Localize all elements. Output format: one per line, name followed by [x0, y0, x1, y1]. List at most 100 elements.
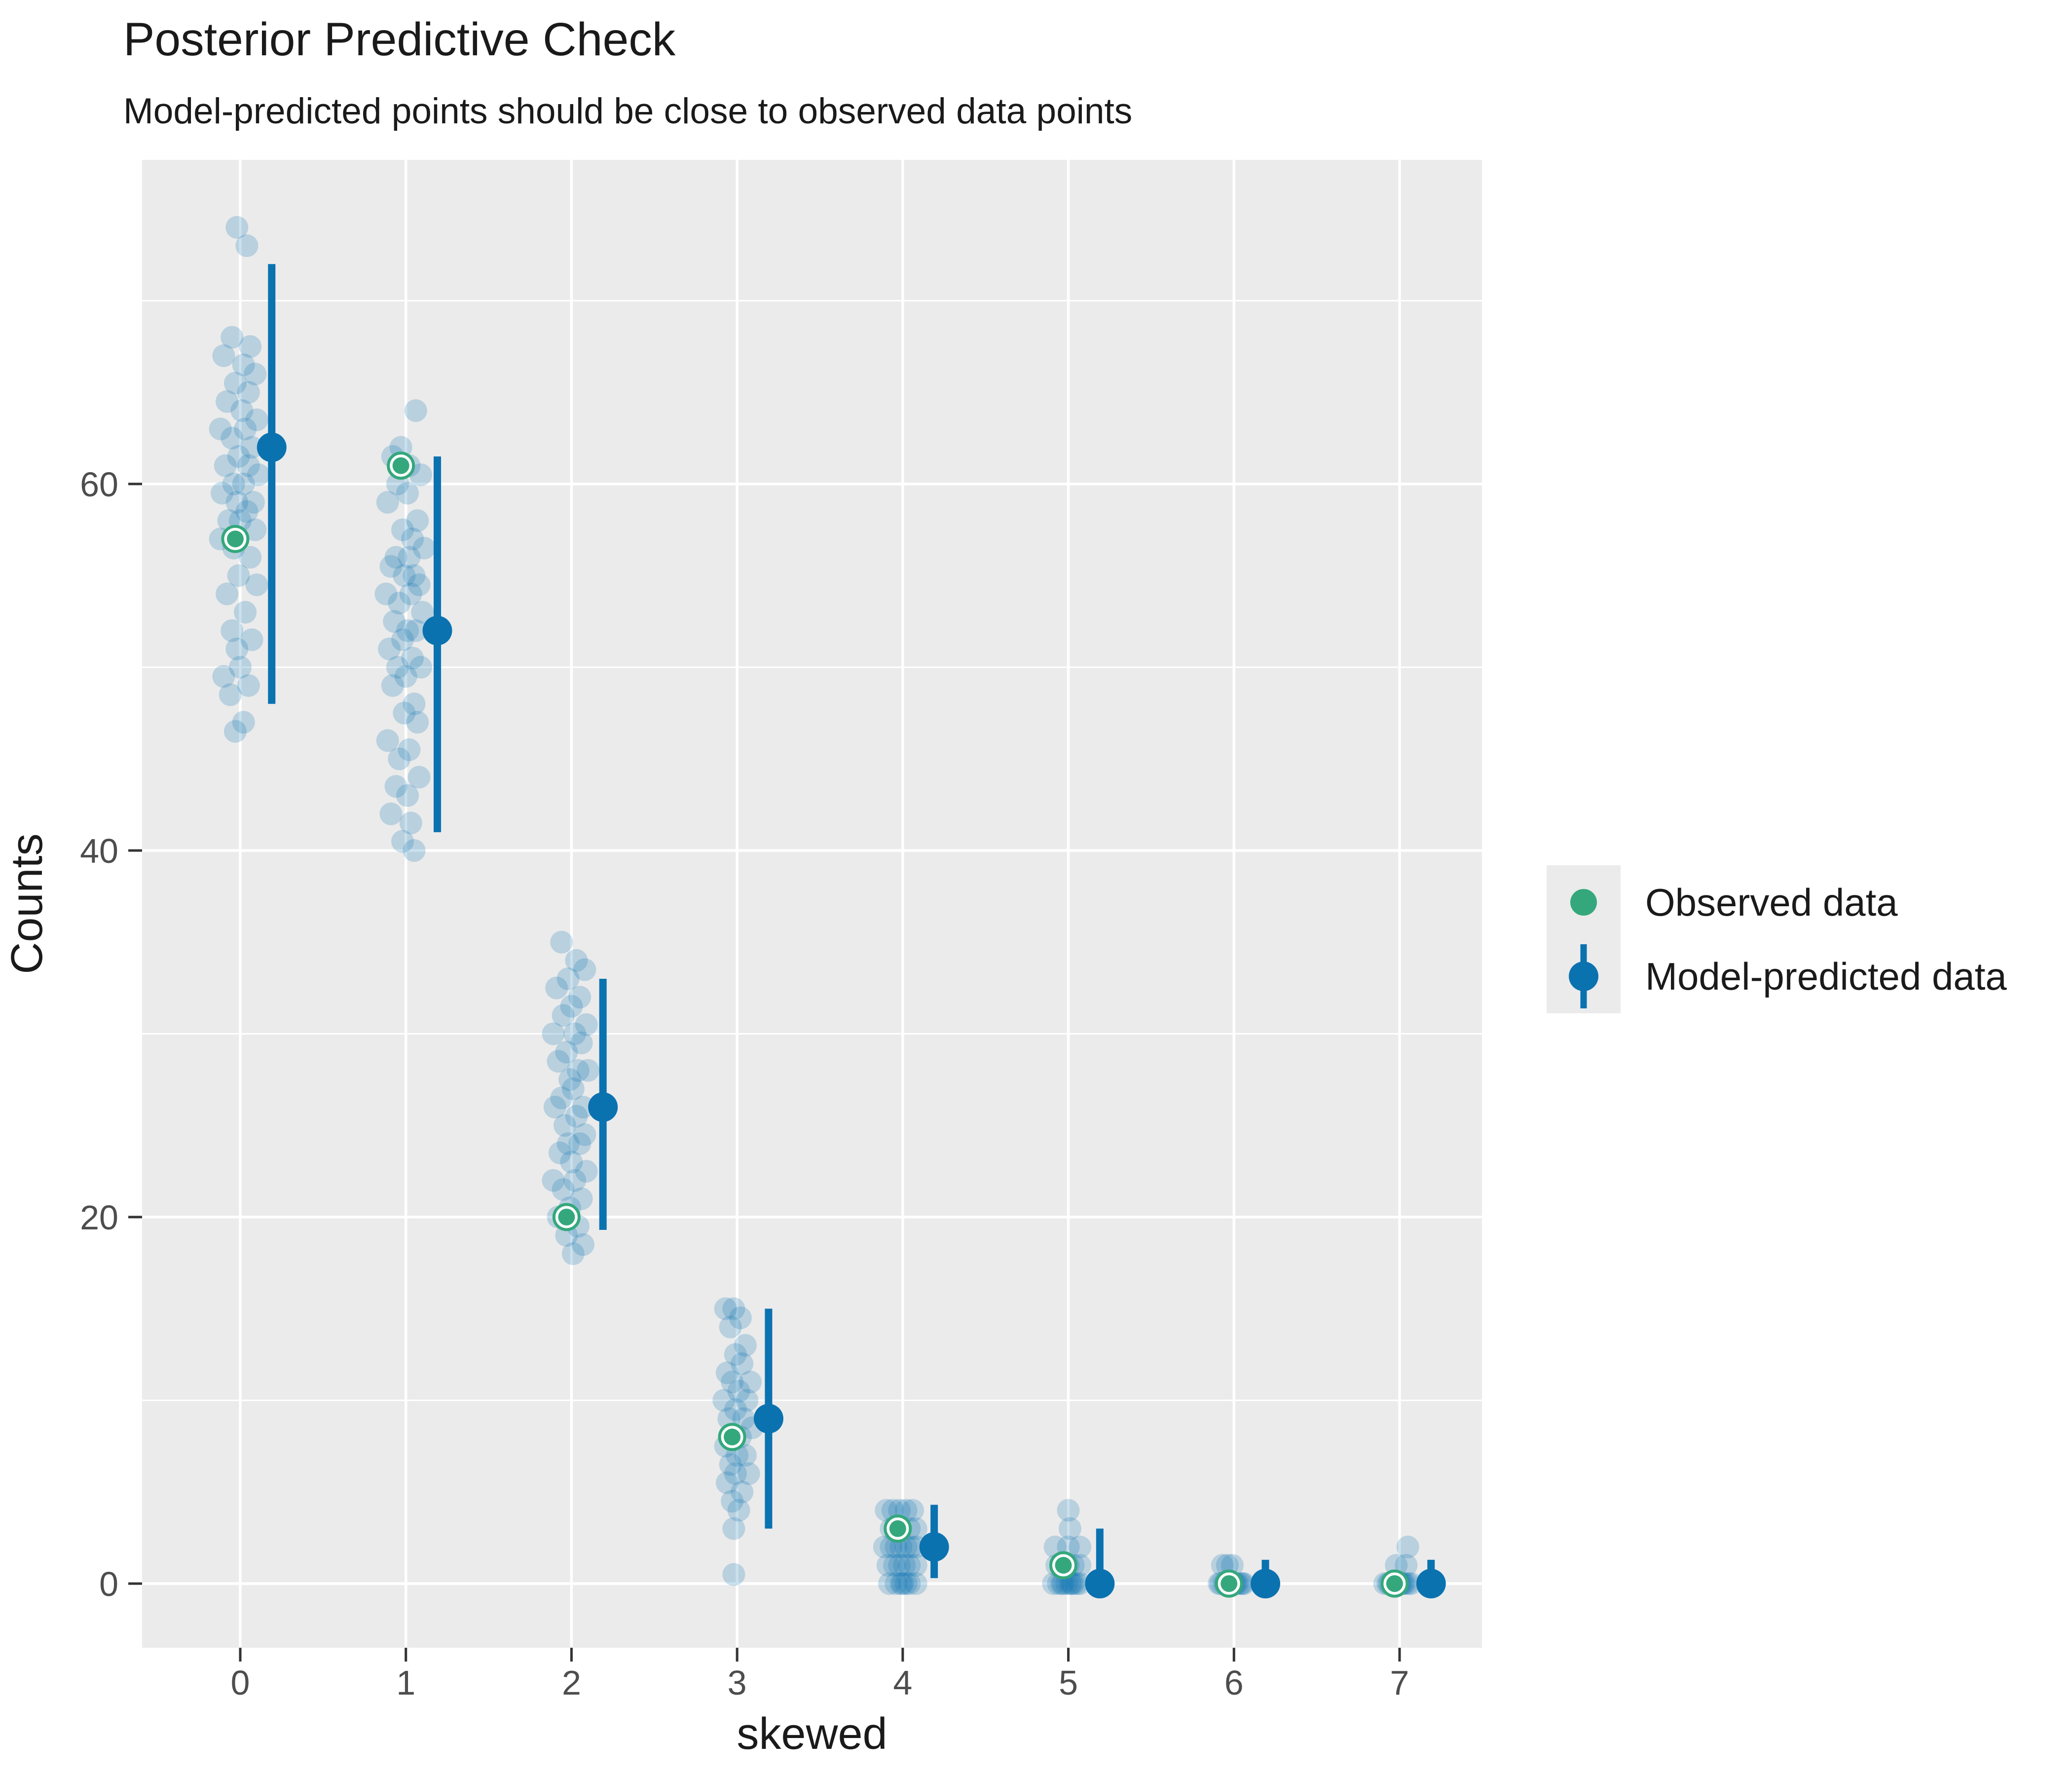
replicate-point [547, 1050, 570, 1073]
replicate-point [552, 1004, 575, 1027]
replicate-point [736, 1389, 759, 1412]
x-axis-tick-label: 1 [396, 1664, 415, 1702]
replicate-point [216, 582, 239, 605]
replicate-point [712, 1389, 736, 1412]
replicate-point [1058, 1517, 1081, 1540]
replicate-point [229, 656, 252, 679]
replicate-point [568, 986, 592, 1009]
replicate-point [391, 628, 414, 651]
replicate-point [381, 674, 404, 697]
replicate-point [573, 1123, 596, 1146]
replicate-point [721, 1489, 744, 1513]
replicate-point [550, 930, 573, 954]
replicate-point [227, 564, 250, 587]
replicate-point [548, 1141, 571, 1164]
replicate-point [216, 390, 239, 413]
replicate-point [904, 1572, 927, 1595]
replicate-point [398, 546, 421, 569]
replicate-point [386, 656, 409, 679]
replicate-point [1065, 1572, 1088, 1595]
replicate-point [729, 1306, 752, 1330]
x-axis-tick-label: 2 [562, 1664, 581, 1702]
replicate-point [234, 417, 257, 441]
replicate-point [724, 1343, 747, 1366]
replicate-point [376, 729, 399, 752]
replicate-point [566, 1059, 590, 1082]
plot-panel [142, 160, 1482, 1648]
replicate-point [379, 555, 403, 578]
y-axis-tick-label: 0 [99, 1565, 118, 1603]
replicate-point [1057, 1499, 1080, 1522]
replicate-point [565, 1105, 588, 1128]
replicate-point [889, 1572, 913, 1595]
replicate-point [244, 518, 267, 541]
replicate-point [404, 619, 427, 642]
replicate-point [384, 546, 407, 569]
replicate-point [724, 1398, 747, 1421]
predicted-point [753, 1404, 783, 1434]
replicate-point [570, 1032, 593, 1055]
replicate-point [393, 702, 416, 725]
replicate-point [542, 1022, 565, 1045]
replicate-point [727, 1499, 750, 1522]
replicate-point [374, 582, 398, 605]
replicate-point [571, 1096, 594, 1119]
predicted-point [1085, 1569, 1115, 1598]
replicate-point [240, 628, 263, 651]
replicate-point [734, 1443, 757, 1467]
replicate-point [247, 463, 270, 486]
replicate-point [394, 665, 417, 688]
replicate-point [221, 326, 244, 349]
replicate-point [232, 710, 255, 734]
replicate-point [237, 674, 260, 697]
replicate-point [571, 1233, 594, 1256]
observed-point [1386, 1575, 1403, 1592]
gridlines-major [142, 160, 1482, 1648]
legend-predicted-label: Model-predicted data [1645, 955, 2007, 998]
x-axis-tick-label: 3 [728, 1664, 747, 1702]
replicate-point [235, 500, 259, 523]
observed-point [558, 1209, 575, 1225]
replicate-point [556, 967, 580, 991]
x-axis-tick-label: 6 [1224, 1664, 1244, 1702]
replicate-point [221, 427, 244, 450]
predicted-point [919, 1532, 949, 1562]
replicate-point [727, 1379, 750, 1403]
replicate-point [543, 1096, 566, 1119]
replicate-point [401, 646, 424, 669]
replicate-point [550, 1086, 573, 1110]
axis-tick-marks [128, 482, 1401, 1662]
replicate-point [904, 1554, 927, 1577]
replicate-point [719, 1315, 742, 1338]
replicate-point [542, 1169, 565, 1192]
replicate-point [222, 473, 245, 495]
replicate-point [570, 1187, 593, 1210]
replicate-point [398, 738, 421, 761]
replicate-point [391, 518, 414, 541]
predicted-point [257, 432, 287, 462]
replicate-point [237, 381, 260, 404]
replicate-point [376, 491, 399, 514]
legend-observed-label: Observed data [1645, 881, 1898, 924]
replicate-point [209, 417, 232, 441]
replicate-point [894, 1572, 918, 1595]
observed-points-layer [221, 451, 1409, 1598]
replicate-point [719, 1453, 742, 1476]
replicate-point [722, 1563, 745, 1586]
replicate-point [545, 976, 568, 999]
replicate-point [560, 1150, 583, 1174]
y-axis-tick-label: 60 [80, 465, 118, 504]
x-axis-tick-label: 5 [1059, 1664, 1078, 1702]
replicate-point [223, 720, 247, 743]
replicate-point [396, 619, 419, 642]
replicate-point [223, 371, 247, 395]
replicate-point [211, 481, 234, 505]
replicate-point [409, 463, 432, 486]
replicate-point [404, 399, 427, 422]
x-axis-tick-label: 7 [1390, 1664, 1409, 1702]
replicate-point [898, 1572, 921, 1595]
observed-data-legend-icon [1570, 889, 1597, 916]
predicted-point [1251, 1569, 1281, 1598]
replicate-point [1069, 1535, 1092, 1558]
replicate-point [885, 1572, 908, 1595]
